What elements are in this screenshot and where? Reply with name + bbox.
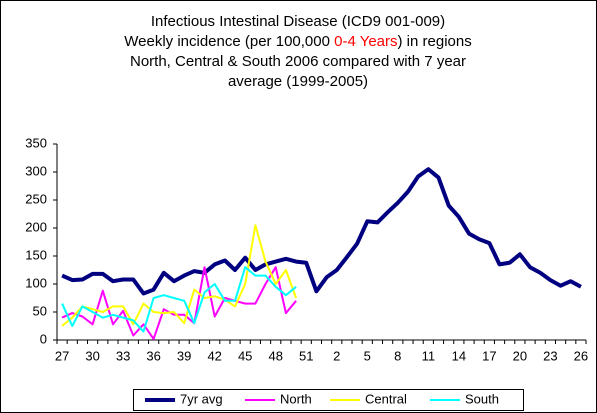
y-tick-label: 250 (25, 191, 47, 206)
x-tick-label: 17 (482, 348, 496, 363)
legend-label: North (280, 391, 312, 406)
series-line (61, 266, 297, 333)
x-tick-label: 51 (299, 348, 313, 363)
x-tick-label: 48 (268, 348, 282, 363)
legend-box (133, 389, 524, 411)
chart-title: average (1999-2005) (228, 73, 368, 90)
legend-label: Central (365, 391, 407, 406)
x-tick-label: 5 (364, 348, 371, 363)
x-tick-label: 20 (513, 348, 527, 363)
x-tick-label: 39 (177, 348, 191, 363)
x-tick-label: 27 (55, 348, 69, 363)
series-line (61, 224, 298, 327)
legend-label: South (465, 391, 499, 406)
x-tick-label: 42 (207, 348, 221, 363)
x-tick-label: 23 (543, 348, 557, 363)
title-segment: Weekly incidence (per 100,000 (124, 33, 334, 50)
x-tick-label: 30 (85, 348, 99, 363)
series-line (61, 167, 582, 296)
y-tick-label: 300 (25, 163, 47, 178)
title-segment: 0-4 Years (334, 33, 397, 50)
y-tick-label: 50 (33, 303, 47, 318)
x-tick-label: 36 (146, 348, 160, 363)
x-tick-label: 11 (422, 348, 436, 363)
title-segment: North, Central & South 2006 compared wit… (130, 53, 466, 70)
y-tick-label: 200 (25, 219, 47, 234)
x-tick-label: 33 (116, 348, 130, 363)
y-tick-label: 350 (25, 135, 47, 150)
x-tick-label: 26 (574, 348, 588, 363)
y-tick-label: 150 (25, 247, 47, 262)
chart-title: Infectious Intestinal Disease (ICD9 001-… (151, 13, 445, 30)
x-tick-label: 8 (394, 348, 401, 363)
legend-label: 7yr avg (180, 391, 223, 406)
chart-title: North, Central & South 2006 compared wit… (130, 53, 466, 70)
y-tick-label: 0 (40, 331, 47, 346)
x-tick-label: 2 (333, 348, 340, 363)
chart-title: Weekly incidence (per 100,000 0-4 Years)… (124, 33, 471, 50)
y-tick-label: 100 (25, 275, 47, 290)
title-segment: ) in regions (398, 33, 472, 50)
title-segment: average (1999-2005) (228, 73, 368, 90)
x-tick-label: 45 (238, 348, 252, 363)
x-tick-label: 14 (452, 348, 466, 363)
series-line (61, 266, 297, 340)
title-segment: Infectious Intestinal Disease (ICD9 001-… (151, 13, 445, 30)
